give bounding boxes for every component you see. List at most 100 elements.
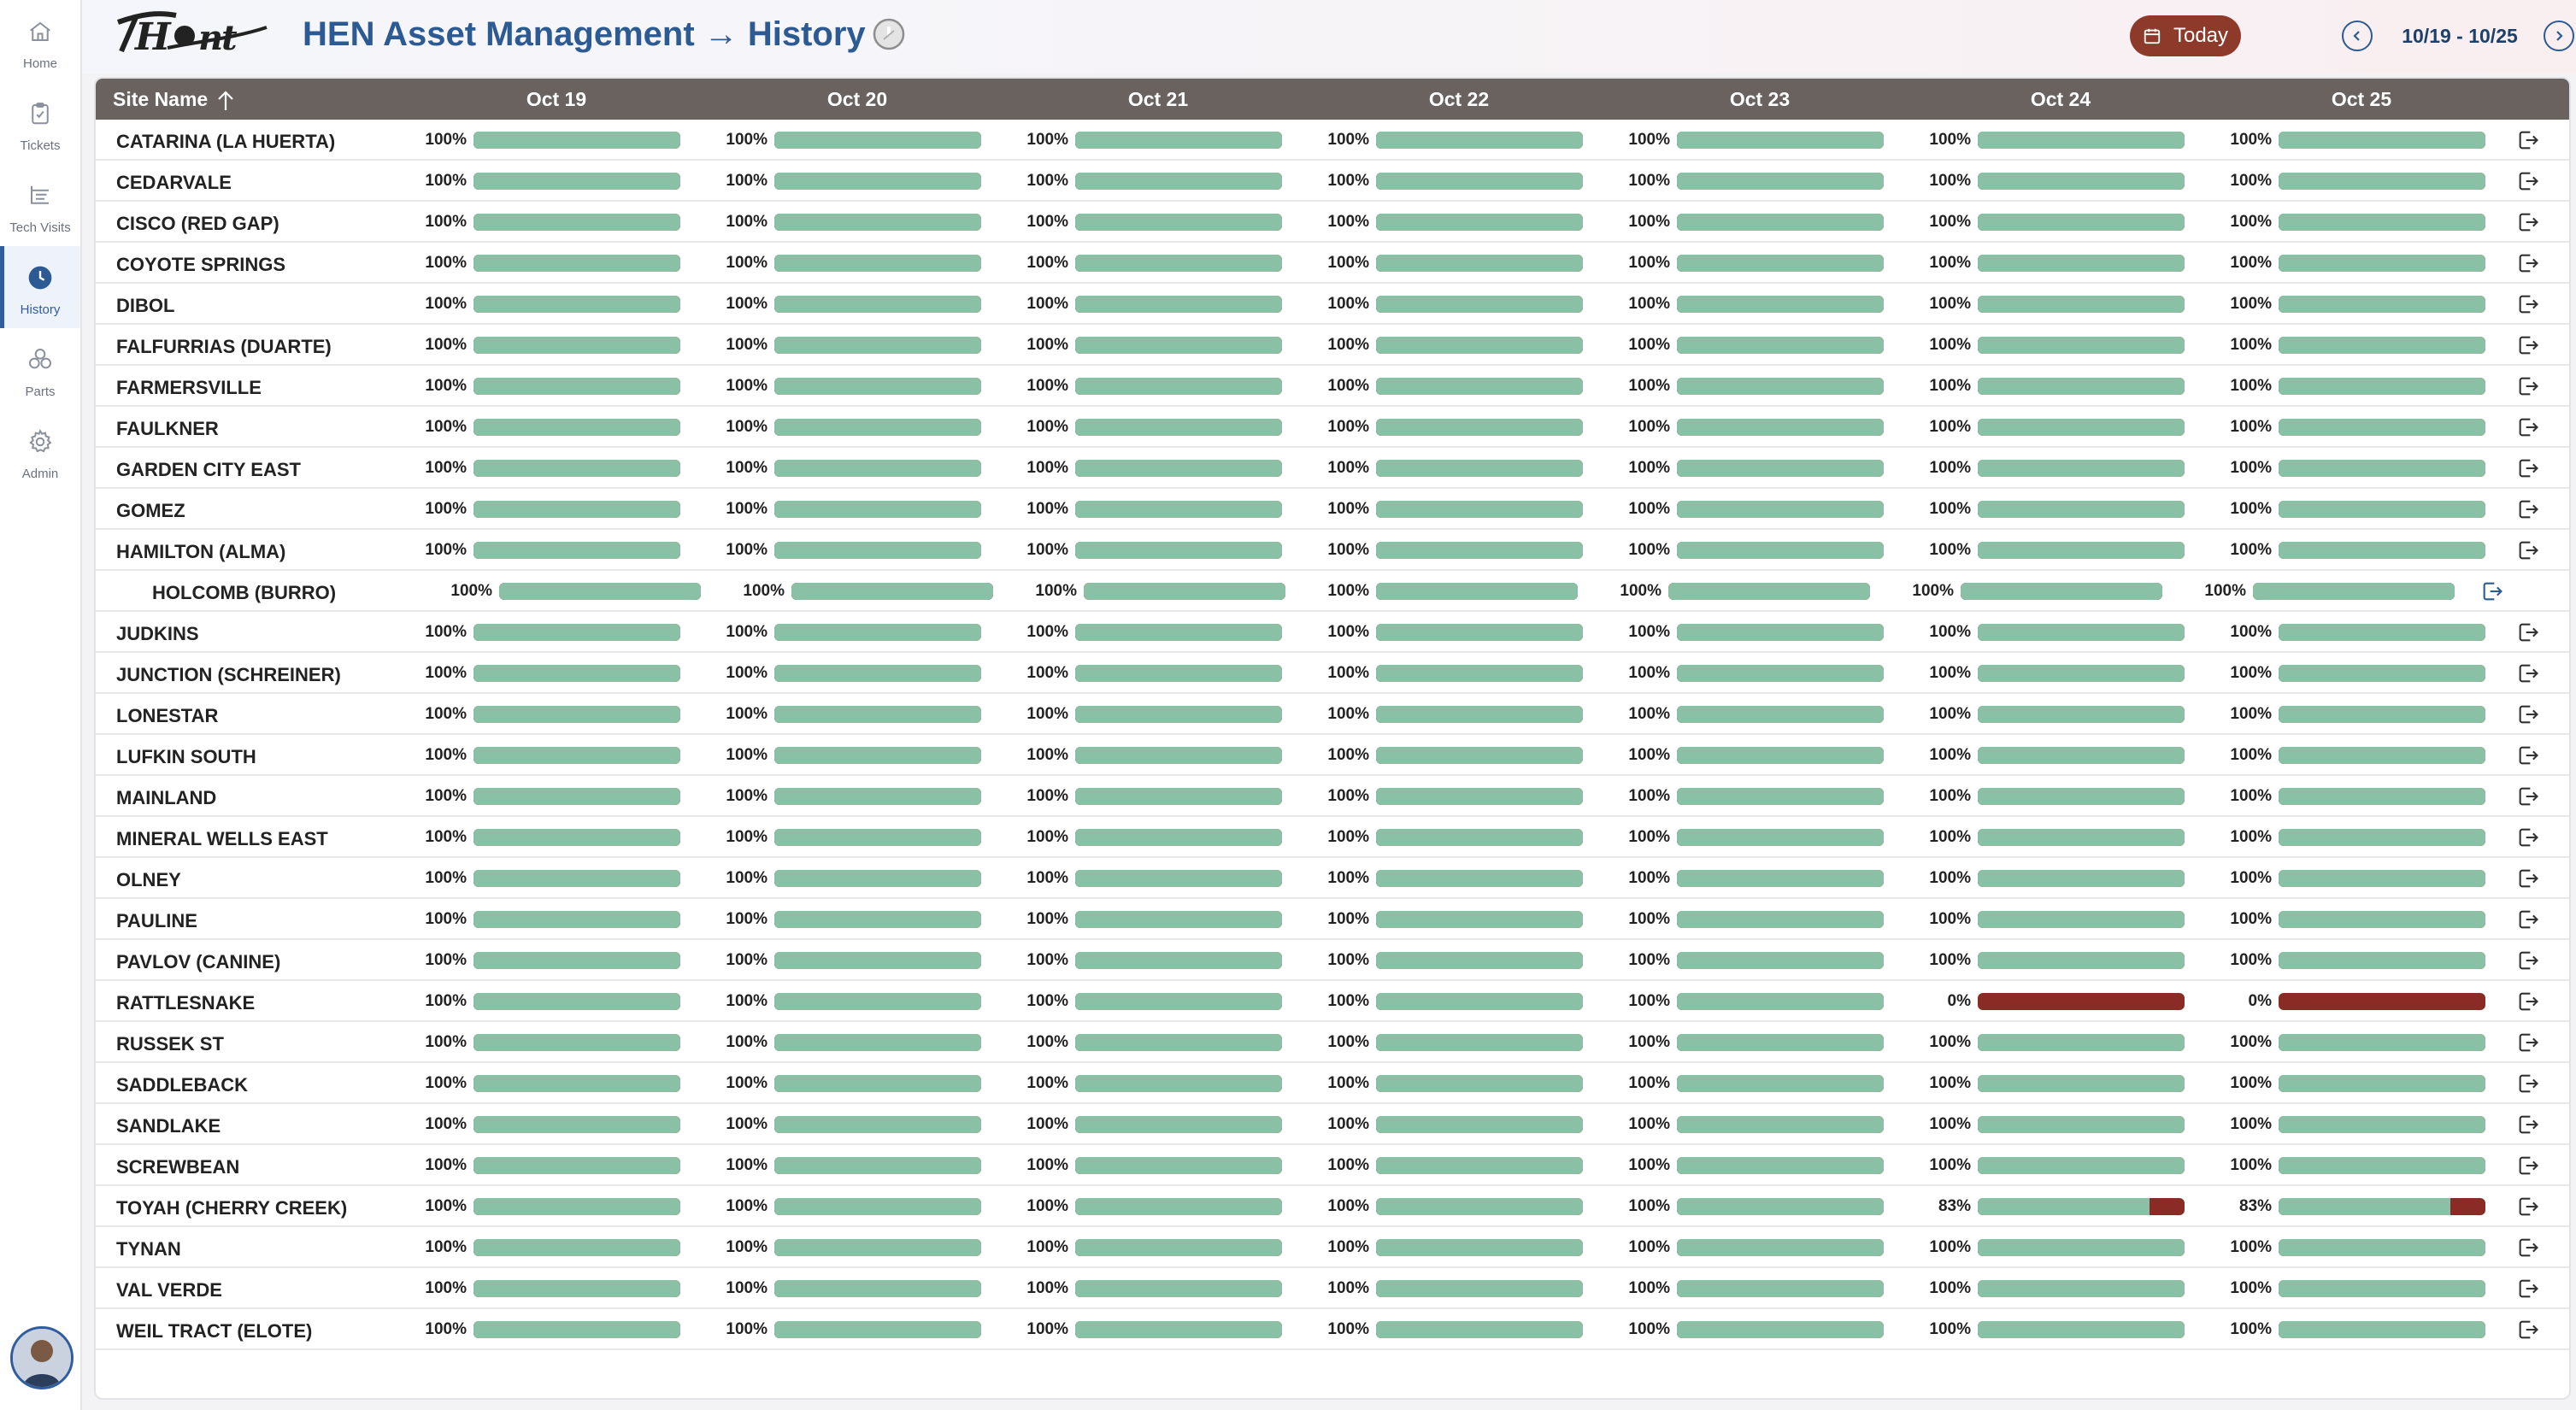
nav-tech-visits[interactable]: Tech Visits — [0, 164, 80, 246]
table-row[interactable]: FARMERSVILLE 100% 100% 100% 100% 100% 100% 100% — [96, 366, 2569, 407]
availability-percent: 100% — [1929, 1033, 1971, 1051]
open-site-icon[interactable] — [2516, 1195, 2540, 1219]
availability-percent: 100% — [1327, 787, 1369, 805]
open-site-icon[interactable] — [2516, 908, 2540, 931]
table-row[interactable]: TOYAH (CHERRY CREEK) 100% 100% 100% 100% 100%… — [96, 1186, 2569, 1227]
open-site-icon[interactable] — [2516, 128, 2540, 152]
availability-bar-fill — [1978, 1198, 2150, 1215]
site-name: CEDARVALE — [116, 172, 232, 193]
table-row[interactable]: JUDKINS 100% 100% 100% 100% 100% 100% 100% — [96, 612, 2569, 653]
table-row[interactable]: CEDARVALE 100% 100% 100% 100% 100% 100% 100% — [96, 161, 2569, 202]
open-site-icon[interactable] — [2516, 538, 2540, 562]
availability-cell: 100% — [2229, 858, 2511, 899]
open-site-icon[interactable] — [2516, 251, 2540, 275]
table-row[interactable]: DIBOL 100% 100% 100% 100% 100% 100% 100% — [96, 284, 2569, 325]
open-site-icon[interactable] — [2516, 743, 2540, 767]
table-row[interactable]: SADDLEBACK 100% 100% 100% 100% 100% 100% 100% — [96, 1063, 2569, 1104]
open-site-icon[interactable] — [2516, 456, 2540, 480]
table-row[interactable]: SCREWBEAN 100% 100% 100% 100% 100% 100% 100% — [96, 1145, 2569, 1186]
table-row[interactable]: GARDEN CITY EAST 100% 100% 100% 100% 100% 100%… — [96, 448, 2569, 489]
site-name: DIBOL — [116, 295, 175, 316]
open-site-icon[interactable] — [2516, 867, 2540, 890]
table-row[interactable]: GOMEZ 100% 100% 100% 100% 100% 100% 100% — [96, 489, 2569, 530]
open-site-icon[interactable] — [2516, 702, 2540, 726]
availability-bar-fill — [774, 1321, 981, 1338]
availability-percent: 100% — [1929, 910, 1971, 928]
table-row[interactable]: TYNAN 100% 100% 100% 100% 100% 100% 100% — [96, 1227, 2569, 1268]
nav-tickets[interactable]: Tickets — [0, 82, 80, 164]
table-row[interactable]: HAMILTON (ALMA) 100% 100% 100% 100% 100% 100% 1… — [96, 530, 2569, 571]
availability-bar-fill — [774, 419, 981, 436]
availability-bar — [1376, 1280, 1583, 1297]
open-site-icon[interactable] — [2516, 1154, 2540, 1178]
open-site-icon[interactable] — [2516, 949, 2540, 972]
site-name-column-header[interactable]: Site Name — [113, 79, 267, 120]
table-row[interactable]: MAINLAND 100% 100% 100% 100% 100% 100% 100% — [96, 776, 2569, 817]
availability-bar — [1978, 952, 2185, 969]
availability-cell: 100% — [1326, 407, 1609, 448]
open-site-icon[interactable] — [2516, 620, 2540, 644]
availability-percent: 100% — [1929, 705, 1971, 723]
availability-cell: 100% — [2229, 776, 2511, 817]
table-row[interactable]: SANDLAKE 100% 100% 100% 100% 100% 100% 100% — [96, 1104, 2569, 1145]
availability-bar — [1677, 419, 1884, 436]
availability-cell: 100% — [424, 1063, 706, 1104]
table-header: Site Name Oct 19 Oct 20 Oct 21 Oct 22 Oct 23… — [96, 79, 2569, 120]
open-site-icon[interactable] — [2516, 784, 2540, 808]
table-row[interactable]: PAULINE 100% 100% 100% 100% 100% 100% 100% — [96, 899, 2569, 940]
info-icon[interactable] — [872, 17, 906, 51]
table-row[interactable]: MINERAL WELLS EAST 100% 100% 100% 100% 100% 10… — [96, 817, 2569, 858]
open-site-icon[interactable] — [2516, 1113, 2540, 1137]
availability-bar — [2279, 1075, 2485, 1092]
open-site-icon[interactable] — [2516, 333, 2540, 357]
table-row[interactable]: VAL VERDE 100% 100% 100% 100% 100% 100% 100% — [96, 1268, 2569, 1309]
previous-week-button[interactable] — [2342, 21, 2373, 51]
open-site-icon[interactable] — [2516, 990, 2540, 1013]
table-row[interactable]: CATARINA (LA HUERTA) 100% 100% 100% 100% 100%… — [96, 120, 2569, 161]
open-site-icon[interactable] — [2516, 210, 2540, 234]
user-avatar[interactable] — [10, 1326, 74, 1389]
nav-history[interactable]: History — [0, 246, 80, 328]
open-site-icon[interactable] — [2516, 292, 2540, 316]
open-site-icon[interactable] — [2516, 825, 2540, 849]
table-row[interactable]: LUFKIN SOUTH 100% 100% 100% 100% 100% 100% 100% — [96, 735, 2569, 776]
open-site-icon[interactable] — [2516, 1236, 2540, 1260]
availability-percent: 100% — [726, 500, 768, 518]
open-site-icon[interactable] — [2516, 1318, 2540, 1342]
table-row[interactable]: RATTLESNAKE 100% 100% 100% 100% 100% 0% 0% — [96, 981, 2569, 1022]
next-week-button[interactable] — [2544, 21, 2574, 51]
table-row[interactable]: FALFURRIAS (DUARTE) 100% 100% 100% 100% 100% 1… — [96, 325, 2569, 366]
table-row[interactable]: PAVLOV (CANINE) 100% 100% 100% 100% 100% 100% 1… — [96, 940, 2569, 981]
table-row[interactable]: HOLCOMB (BURRO) 100% 100% 100% 100% 100% 100% 1… — [96, 571, 2569, 612]
site-name: SANDLAKE — [116, 1115, 221, 1137]
availability-cell: 100% — [1627, 448, 1909, 489]
open-site-icon[interactable] — [2516, 497, 2540, 521]
table-row[interactable]: FAULKNER 100% 100% 100% 100% 100% 100% 100% — [96, 407, 2569, 448]
availability-bar-fill — [1376, 624, 1583, 641]
open-site-icon[interactable] — [2516, 1072, 2540, 1096]
today-button[interactable]: Today — [2130, 15, 2241, 56]
availability-bar-fill — [1376, 1198, 1583, 1215]
nav-parts[interactable]: Parts — [0, 328, 80, 410]
availability-percent: 100% — [1620, 582, 1661, 600]
table-row[interactable]: CISCO (RED GAP) 100% 100% 100% 100% 100% 100% 1… — [96, 202, 2569, 243]
open-site-icon[interactable] — [2516, 1031, 2540, 1055]
availability-percent: 100% — [1026, 1156, 1068, 1174]
table-row[interactable]: COYOTE SPRINGS 100% 100% 100% 100% 100% 100% 10… — [96, 243, 2569, 284]
table-row[interactable]: LONESTAR 100% 100% 100% 100% 100% 100% 100% — [96, 694, 2569, 735]
open-site-icon[interactable] — [2516, 169, 2540, 193]
open-site-icon[interactable] — [2516, 415, 2540, 439]
open-site-icon[interactable] — [2516, 661, 2540, 685]
availability-cell: 100% — [1326, 161, 1609, 202]
open-site-icon[interactable] — [2480, 579, 2504, 603]
table-row[interactable]: WEIL TRACT (ELOTE) 100% 100% 100% 100% 100% 10… — [96, 1309, 2569, 1350]
table-row[interactable]: JUNCTION (SCHREINER) 100% 100% 100% 100% 100%… — [96, 653, 2569, 694]
availability-bar-fill — [1677, 1116, 1884, 1133]
open-site-icon[interactable] — [2516, 374, 2540, 398]
open-site-icon[interactable] — [2516, 1277, 2540, 1301]
nav-admin[interactable]: Admin — [0, 410, 80, 492]
nav-home[interactable]: Home — [0, 0, 80, 82]
table-row[interactable]: RUSSEK ST 100% 100% 100% 100% 100% 100% 100% — [96, 1022, 2569, 1063]
table-row[interactable]: OLNEY 100% 100% 100% 100% 100% 100% 100% — [96, 858, 2569, 899]
availability-percent: 100% — [1026, 1115, 1068, 1133]
